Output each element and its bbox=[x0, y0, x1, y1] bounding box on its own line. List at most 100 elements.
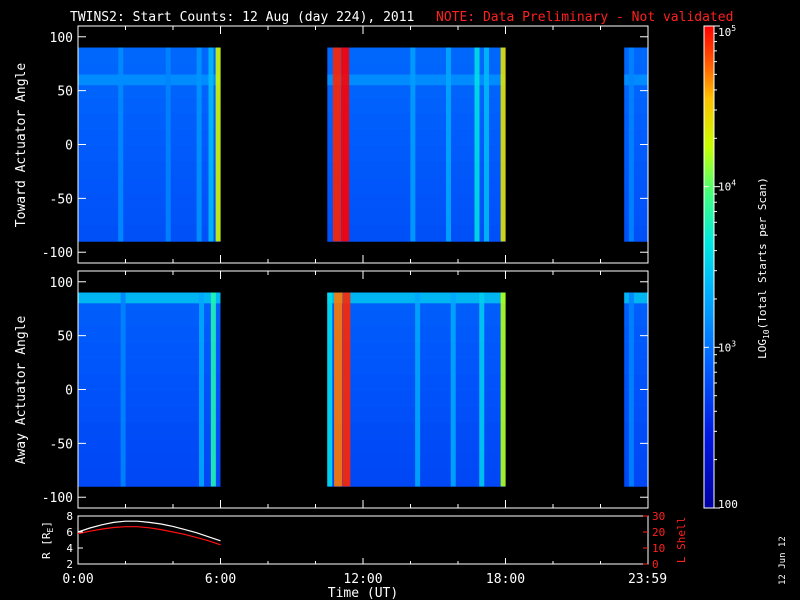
heatmap-row bbox=[624, 128, 648, 145]
x-tick-label: 0:00 bbox=[62, 572, 93, 587]
heatmap-row bbox=[78, 324, 221, 342]
heatmap-band bbox=[484, 47, 489, 242]
x-tick-label: 23:59 bbox=[628, 572, 667, 587]
heatmap-row bbox=[624, 209, 648, 226]
heatmap-row bbox=[624, 454, 648, 471]
heatmap-row bbox=[624, 308, 648, 326]
heatmap-row bbox=[78, 112, 221, 129]
heatmap-row bbox=[624, 341, 648, 358]
heatmap-row bbox=[624, 112, 648, 129]
heatmap-angle-band bbox=[327, 74, 506, 86]
heatmap-row bbox=[78, 144, 221, 162]
heatmap-row bbox=[78, 357, 221, 374]
colorbar-label: LOG10(Total Starts per Scan) bbox=[756, 177, 771, 359]
heatmap-row bbox=[78, 308, 221, 326]
heatmap-band bbox=[120, 292, 126, 487]
toward-heatmap bbox=[78, 47, 648, 242]
heatmap-band bbox=[342, 292, 351, 487]
heatmap-band bbox=[208, 47, 214, 242]
heatmap-row bbox=[624, 47, 648, 65]
x-tick-label: 12:00 bbox=[343, 572, 382, 587]
heatmap-row bbox=[78, 225, 221, 242]
orbit-y2-axis: 0 10 20 30 bbox=[643, 510, 665, 571]
heatmap-row bbox=[624, 225, 648, 242]
heatmap-row bbox=[78, 176, 221, 194]
heatmap-row bbox=[327, 225, 506, 242]
y2-tick-label: 10 bbox=[652, 542, 665, 555]
y-tick-label: -50 bbox=[50, 437, 73, 452]
y-tick-label: 100 bbox=[50, 31, 73, 46]
y-tick-label: 0 bbox=[65, 384, 73, 399]
heatmap-band bbox=[479, 292, 485, 487]
heatmap-row bbox=[624, 373, 648, 390]
heatmap-row bbox=[327, 144, 506, 162]
heatmap-row bbox=[624, 176, 648, 194]
toward-ylabel: Toward Actuator Angle bbox=[14, 63, 29, 228]
heatmap-row bbox=[624, 389, 648, 407]
heatmap-band bbox=[415, 292, 421, 487]
heatmap-row bbox=[78, 47, 221, 65]
heatmap-band bbox=[500, 47, 506, 242]
heatmap-row bbox=[327, 176, 506, 194]
orbit-y-axis: 2 4 6 8 bbox=[66, 510, 83, 571]
toward-y-axis: 100 50 0 -50 -100 bbox=[42, 26, 649, 263]
heatmap-row bbox=[78, 470, 221, 487]
heatmap-row bbox=[327, 47, 506, 65]
y-tick-label: 2 bbox=[66, 558, 73, 571]
away-heatmap bbox=[78, 292, 648, 487]
heatmap-row bbox=[78, 437, 221, 455]
colorbar-ticks: 100 103 104 105 bbox=[704, 24, 738, 511]
time-axis: 0:00 6:00 12:00 18:00 23:59 bbox=[62, 558, 667, 587]
y-tick-label: 100 bbox=[50, 276, 73, 291]
x-tick-label: 18:00 bbox=[486, 572, 525, 587]
y-tick-label: 4 bbox=[66, 542, 73, 555]
heatmap-row bbox=[78, 454, 221, 471]
heatmap-row bbox=[327, 160, 506, 178]
y-tick-label: 50 bbox=[57, 85, 73, 100]
heatmap-row bbox=[327, 96, 506, 113]
heatmap-band bbox=[450, 292, 456, 487]
heatmap-row bbox=[624, 144, 648, 162]
y-tick-label: -50 bbox=[50, 192, 73, 207]
footer-date: 12 Jun 12 bbox=[778, 536, 788, 585]
lshell-line bbox=[77, 526, 221, 546]
y-tick-label: 6 bbox=[66, 526, 73, 539]
orbit-frame bbox=[77, 515, 649, 565]
heatmap-angle-band bbox=[624, 292, 648, 304]
heatmap-row bbox=[624, 437, 648, 455]
y2-tick-label: 20 bbox=[652, 526, 665, 539]
orbit-lines bbox=[77, 520, 221, 546]
colorbar-tick-label: 104 bbox=[718, 179, 736, 194]
heatmap-band bbox=[199, 292, 204, 487]
heatmap-row bbox=[78, 96, 221, 113]
heatmap-row bbox=[78, 209, 221, 226]
heatmap-band bbox=[410, 47, 416, 242]
heatmap-band bbox=[210, 292, 216, 487]
heatmap-band bbox=[215, 47, 221, 242]
colorbar: 100 103 104 105 LOG10(Total Starts per Scan… bbox=[703, 24, 771, 511]
y-tick-label: -100 bbox=[42, 246, 73, 261]
orbit-panel: 2 4 6 8 0 10 20 30 0:00 6:00 12:00 18:00 23:59 R [… bbox=[40, 510, 688, 600]
heatmap-band bbox=[341, 47, 350, 242]
heatmap-row bbox=[78, 389, 221, 407]
heatmap-row bbox=[327, 209, 506, 226]
heatmap-row bbox=[78, 405, 221, 423]
heatmap-angle-band bbox=[78, 292, 221, 304]
heatmap-row bbox=[327, 192, 506, 210]
heatmap-band bbox=[332, 47, 341, 242]
colorbar-tick-label: 103 bbox=[718, 339, 736, 354]
heatmap-row bbox=[624, 160, 648, 178]
heatmap-row bbox=[327, 128, 506, 145]
heatmap-row bbox=[624, 357, 648, 374]
heatmap-band bbox=[628, 292, 634, 487]
y-tick-label: -100 bbox=[42, 491, 73, 506]
heatmap-row bbox=[624, 192, 648, 210]
heatmap-row bbox=[327, 112, 506, 129]
heatmap-band bbox=[446, 47, 451, 242]
colorbar-tick-label: 105 bbox=[718, 24, 736, 39]
heatmap-row bbox=[78, 373, 221, 390]
y-tick-label: 50 bbox=[57, 330, 73, 345]
heatmap-angle-band bbox=[624, 74, 648, 86]
heatmap-band bbox=[334, 292, 343, 487]
